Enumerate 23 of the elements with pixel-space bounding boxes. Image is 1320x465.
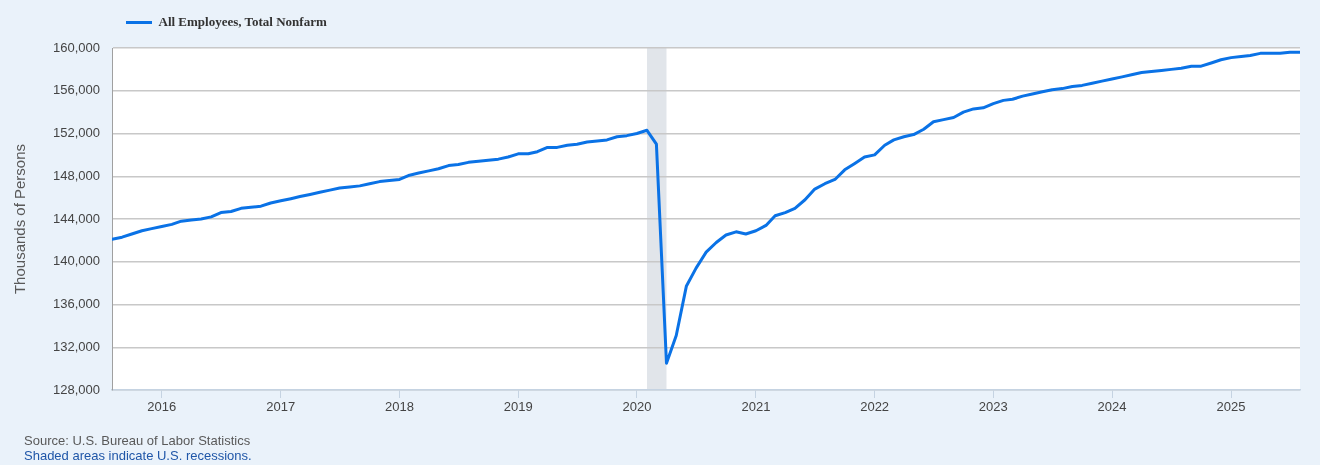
legend-label: All Employees, Total Nonfarm: [158, 13, 327, 29]
x-tick-label: 2016: [147, 399, 177, 415]
y-tick-label: 140,000: [53, 253, 100, 269]
x-tick-label: 2023: [978, 399, 1008, 415]
source-note: Source: U.S. Bureau of Labor Statistics: [24, 432, 251, 448]
x-tick-label: 2021: [741, 399, 771, 415]
y-tick-label: 144,000: [53, 210, 100, 226]
x-tick-label: 2022: [860, 399, 890, 415]
x-tick-label: 2019: [503, 399, 533, 415]
x-tick-label: 2018: [385, 399, 414, 415]
x-tick-label: 2017: [266, 399, 296, 415]
y-tick-label: 160,000: [53, 39, 100, 55]
x-tick-label: 2020: [622, 399, 652, 415]
y-tick-label: 152,000: [53, 125, 100, 141]
text: Shaded areas indicate U.S. recessions.: [24, 447, 252, 463]
x-tick-label: 2025: [1216, 399, 1246, 415]
y-tick-label: 136,000: [53, 296, 100, 312]
y-tick-label: 156,000: [53, 82, 100, 98]
y-axis-title: Thousands of Persons: [11, 143, 29, 295]
y-tick-label: 148,000: [53, 167, 100, 183]
y-tick-label: 132,000: [53, 338, 100, 354]
y-tick-label: 128,000: [53, 381, 100, 397]
x-tick-label: 2024: [1097, 399, 1127, 415]
